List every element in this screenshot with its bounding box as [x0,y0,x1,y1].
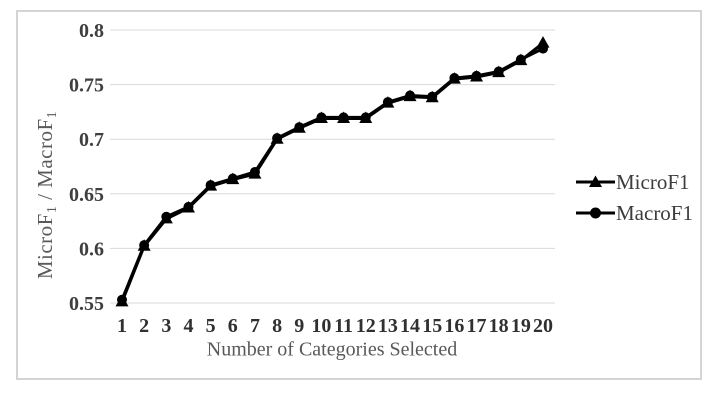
x-tick-label: 12 [356,315,376,337]
microf1-marker [536,36,550,48]
triangle-marker-icon [576,175,615,187]
y-tick-label: 0.55 [69,293,104,315]
microf1-marker [226,172,240,185]
x-tick-label: 19 [511,315,531,337]
microf1-marker [292,121,306,133]
microf1-marker [181,200,195,213]
microf1-marker [314,111,328,123]
microf1-marker [159,211,173,224]
x-tick-label: 1 [117,315,127,337]
x-tick-label: 14 [400,315,420,337]
y-axis-title-subscript: 1 [45,110,60,119]
x-tick-label: 3 [161,315,171,337]
x-tick-label: 7 [250,315,260,337]
legend-item-microf1: MicroF1 [576,168,693,196]
x-tick-label: 11 [334,315,353,337]
y-axis-title-text: / MacroF [33,118,57,206]
legend-item-macrof1: MacroF1 [576,199,693,227]
microf1-marker [337,111,351,123]
x-tick-label: 4 [183,315,193,337]
x-tick-label: 18 [489,315,509,337]
x-tick-label: 16 [444,315,464,337]
x-tick-label: 17 [467,315,487,337]
microf1-marker [204,179,218,191]
y-axis-title-subscript: 1 [45,205,60,214]
legend: MicroF1 MacroF1 [576,168,693,227]
microf1-marker [137,239,151,251]
microf1-marker [514,53,528,66]
x-tick-label: 9 [294,315,304,337]
microf1-marker [447,72,461,84]
y-tick-label: 0.6 [79,238,104,260]
microf1-marker [425,90,439,103]
y-tick-label: 0.7 [79,129,104,151]
microf1-marker [470,69,484,82]
microf1-marker [115,294,129,307]
microf1-marker [492,65,506,78]
microf1-marker [359,111,373,123]
x-tick-label: 2 [139,315,149,337]
x-tick-label: 13 [378,315,398,337]
x-tick-label: 10 [311,315,331,337]
y-axis-title: MicroF1 / MacroF1 [33,111,61,279]
chart-figure [16,10,702,380]
y-axis-title-text: MicroF [33,213,57,280]
microf1-line [120,41,544,303]
x-tick-label: 6 [228,315,238,337]
macrof1-line [120,47,544,301]
y-tick-label: 0.75 [69,75,104,97]
x-axis-title: Number of Categories Selected [206,338,458,361]
y-tick-label: 0.65 [69,184,104,206]
x-tick-label: 20 [533,315,553,337]
legend-label: MacroF1 [616,200,693,225]
y-tick-label: 0.8 [79,20,104,42]
microf1-marker [403,89,417,102]
x-tick-label: 8 [272,315,282,337]
x-tick-label: 5 [206,315,216,337]
legend-label: MicroF1 [616,169,690,194]
microf1-marker [270,132,284,144]
circle-marker-icon [576,207,615,219]
microf1-marker [248,167,262,179]
microf1-marker [381,96,395,108]
x-tick-label: 15 [422,315,442,337]
